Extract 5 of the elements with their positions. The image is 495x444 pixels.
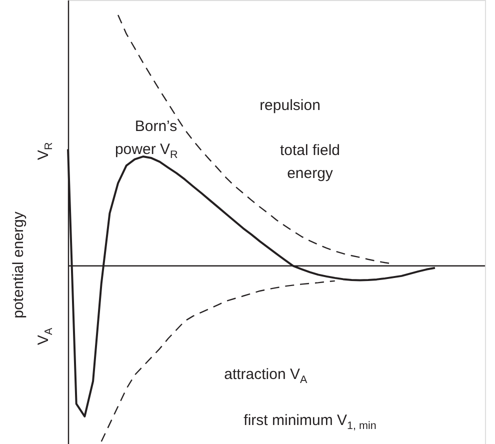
annotation: total field energy <box>280 142 340 182</box>
y-axis-title: potential energy <box>10 211 27 318</box>
text: VR <box>35 142 55 160</box>
annotation: repulsion <box>260 97 320 114</box>
text: VA <box>35 327 55 346</box>
